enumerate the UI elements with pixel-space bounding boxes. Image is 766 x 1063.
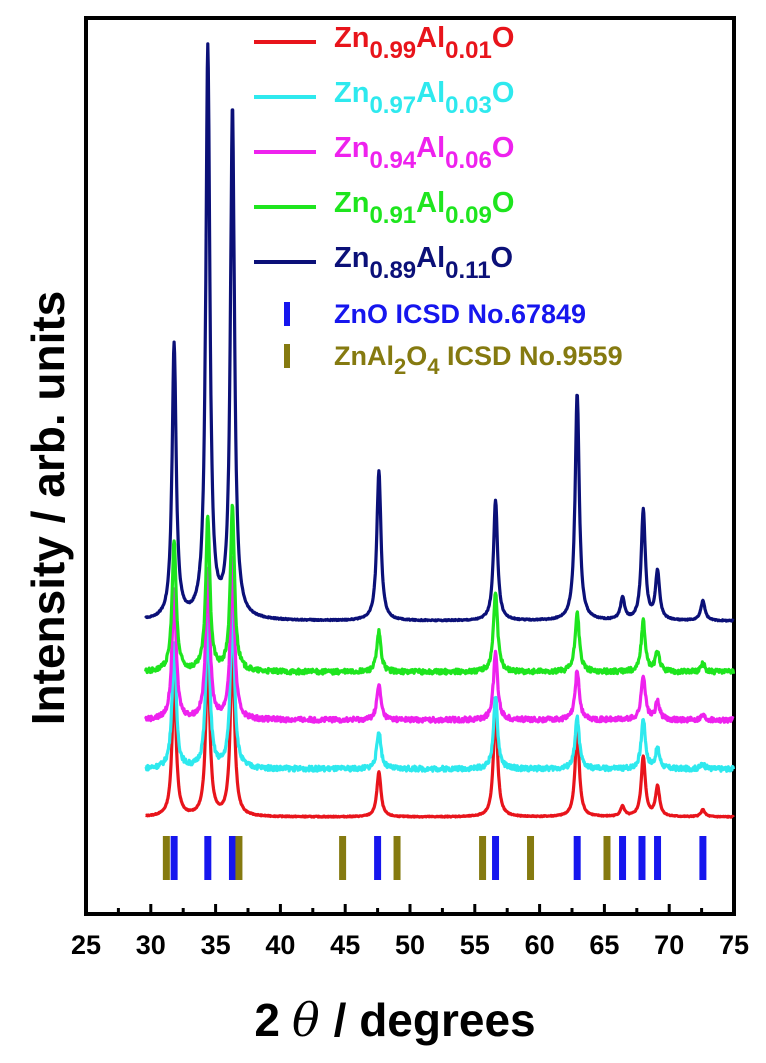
- legend-label: Zn0.99Al0.01O: [334, 22, 514, 64]
- legend-label-part: Zn: [334, 132, 369, 164]
- x-axis-title-symbol: θ: [292, 993, 320, 1047]
- x-tick-label: 50: [395, 930, 425, 960]
- x-axis-ticks: 25 30 35 40 45 50 55 60 65 70 75: [71, 904, 749, 960]
- x-tick-label: 25: [71, 930, 101, 960]
- legend-label-part: 0.89: [369, 257, 416, 284]
- legend: Zn0.99Al0.01OZn0.97Al0.03OZn0.94Al0.06OZ…: [254, 22, 623, 379]
- legend-label-part: 2: [394, 354, 406, 379]
- x-tick-label: 60: [525, 930, 555, 960]
- legend-label-part: 0.97: [369, 92, 416, 119]
- legend-label-part: 0.91: [369, 202, 416, 229]
- x-tick-label: 40: [265, 930, 295, 960]
- series-line: [144, 602, 736, 773]
- x-axis-title: 2 θ / degrees: [254, 993, 535, 1047]
- x-tick-label: 35: [201, 930, 231, 960]
- legend-label-part: ZnAl: [334, 341, 394, 371]
- legend-label-part: Al: [416, 187, 445, 219]
- legend-label-part: Al: [416, 242, 445, 274]
- legend-label: ZnO ICSD No.67849: [334, 299, 586, 329]
- x-axis-title-main: 2: [254, 994, 280, 1046]
- legend-label-part: ICSD No.9559: [440, 341, 623, 371]
- x-tick-label: 55: [460, 930, 490, 960]
- legend-label-part: Al: [416, 77, 445, 109]
- legend-label: Zn0.91Al0.09O: [334, 187, 514, 229]
- x-tick-label: 45: [330, 930, 360, 960]
- x-tick-label: 70: [654, 930, 684, 960]
- series-line: [144, 555, 735, 724]
- legend-label-part: 0.03: [445, 92, 492, 119]
- x-tick-label: 65: [589, 930, 619, 960]
- legend-label-part: O: [492, 132, 515, 164]
- reference-markers: [162, 836, 707, 880]
- legend-label-part: Al: [416, 22, 445, 54]
- legend-label-part: 4: [427, 354, 440, 379]
- legend-label-part: Zn: [334, 22, 369, 54]
- legend-label-part: O: [492, 22, 515, 54]
- legend-label-part: 0.11: [445, 257, 490, 284]
- legend-label-part: O: [492, 187, 515, 219]
- legend-label-part: 0.94: [369, 147, 416, 174]
- legend-label: ZnAl2O4 ICSD No.9559: [334, 341, 623, 379]
- legend-label-part: O: [406, 341, 427, 371]
- legend-label: Zn0.97Al0.03O: [334, 77, 514, 119]
- legend-label-part: Zn: [334, 187, 369, 219]
- legend-label-part: Zn: [334, 242, 369, 274]
- x-axis-title-unit: / degrees: [334, 994, 536, 1046]
- series-layer: [144, 42, 736, 819]
- legend-label-part: 0.99: [369, 37, 416, 64]
- x-tick-label: 30: [136, 930, 166, 960]
- series-line: [144, 645, 735, 819]
- legend-label: Zn0.89Al0.11O: [334, 242, 513, 284]
- x-tick-label: 75: [719, 930, 749, 960]
- series-line: [144, 42, 735, 623]
- legend-label-part: O: [492, 77, 515, 109]
- legend-label-part: Al: [416, 132, 445, 164]
- legend-label-part: 0.06: [445, 147, 492, 174]
- y-axis-title: Intensity / arb. units: [22, 291, 74, 726]
- series-line: [144, 503, 736, 676]
- legend-label-part: O: [491, 242, 514, 274]
- legend-label-part: Zn: [334, 77, 369, 109]
- legend-label-part: 0.09: [445, 202, 492, 229]
- legend-label-part: 0.01: [445, 37, 492, 64]
- legend-label: Zn0.94Al0.06O: [334, 132, 514, 174]
